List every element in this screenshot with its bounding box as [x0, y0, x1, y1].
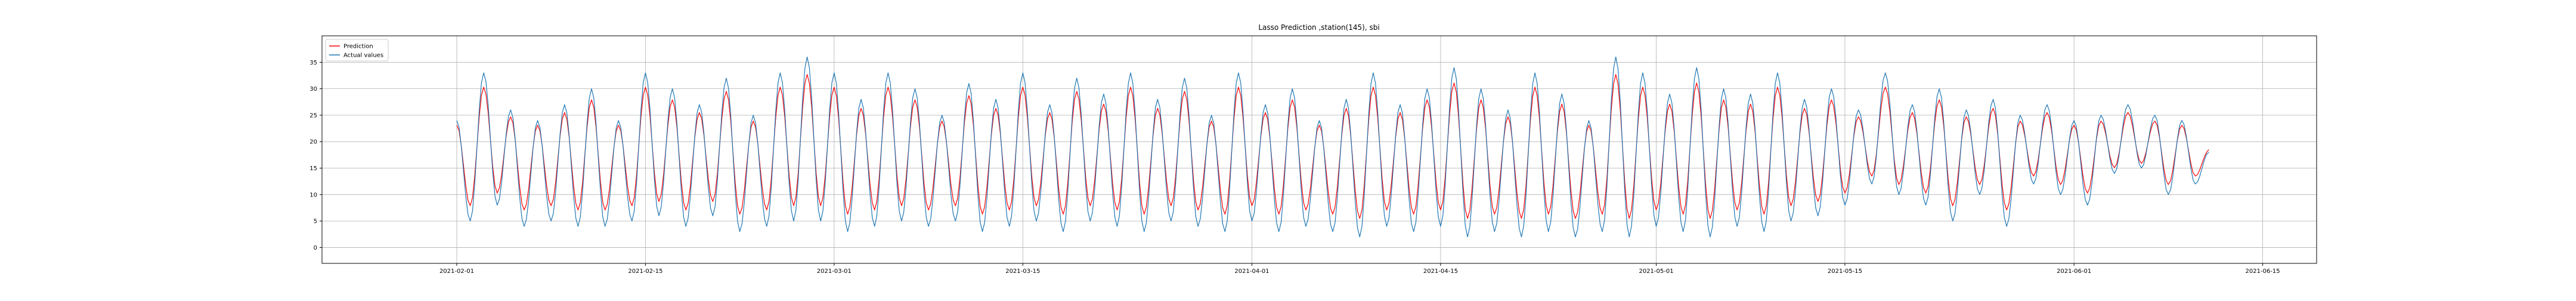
- x-tick-label: 2021-04-01: [1234, 268, 1269, 275]
- x-tick-label: 2021-04-15: [1423, 268, 1458, 275]
- x-tick-label: 2021-02-15: [628, 268, 662, 275]
- grid-layer: [322, 36, 2317, 263]
- x-tick-label: 2021-06-01: [2057, 268, 2091, 275]
- y-tick-label: 0: [314, 245, 317, 251]
- y-tick-label: 5: [314, 219, 317, 225]
- y-tick-label: 10: [309, 192, 317, 198]
- y-tick-label: 35: [309, 60, 317, 66]
- y-tick-label: 25: [309, 112, 317, 119]
- legend-label: Prediction: [343, 44, 373, 50]
- legend-box: [325, 39, 389, 62]
- x-tick-label: 2021-02-01: [439, 268, 474, 275]
- series-layer: [456, 56, 2209, 238]
- chart-title: Lasso Prediction ,station(145), sbi: [1258, 23, 1379, 32]
- legend-label: Actual values: [343, 53, 383, 59]
- plot-frame: [321, 35, 2317, 264]
- x-tick-label: 2021-06-15: [2246, 268, 2280, 275]
- x-tick-label: 2021-03-01: [817, 268, 852, 275]
- y-tick-label: 20: [309, 139, 317, 146]
- x-tick-label: 2021-03-15: [1005, 268, 1040, 275]
- x-tick-label: 2021-05-01: [1639, 268, 1673, 275]
- axis-layer: 0 5 10 15 20 25 30 35 2021-02-01 2021-02-15 2021-0…: [309, 60, 2280, 275]
- x-tick-label: 2021-05-15: [1828, 268, 1862, 275]
- legend: Prediction Actual values: [325, 39, 389, 62]
- y-tick-label: 15: [309, 165, 317, 172]
- series-line-actual-values: [456, 56, 2209, 238]
- y-tick-label: 30: [309, 86, 317, 93]
